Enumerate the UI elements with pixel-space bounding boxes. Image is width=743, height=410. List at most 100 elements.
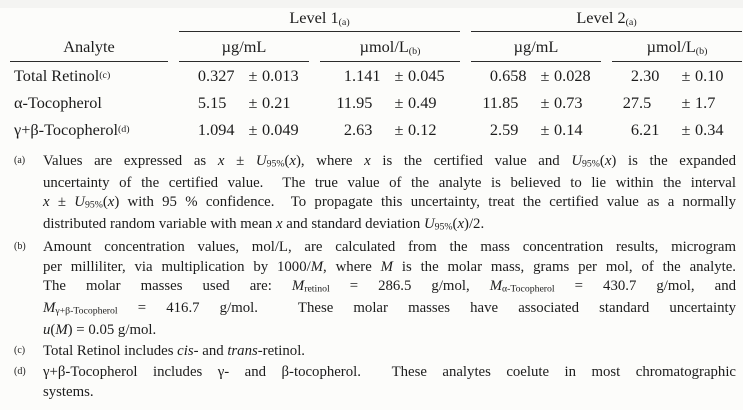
value-fraction-part: .85 bbox=[498, 92, 519, 112]
text-segment: ( bbox=[599, 153, 605, 169]
text-segment-sup: (d) bbox=[118, 124, 130, 135]
text-segment-i: U bbox=[255, 153, 267, 169]
document-page: Level 1 (a) Level 2 (a) Analyte µg/mL µmol/L (b… bbox=[0, 8, 743, 410]
footnote-text: γ+β-Tocopherol includes γ- and β-tocophe… bbox=[43, 363, 736, 402]
analyte-cell: α-Tocopherol bbox=[10, 89, 168, 116]
value-cell-content: 1.141 ±0.045 bbox=[326, 66, 454, 86]
text-segment-sup: (a) bbox=[625, 17, 637, 28]
text-segment-i: x bbox=[43, 194, 50, 211]
footnote-line: Total Retinol includes cis- and trans-re… bbox=[43, 342, 736, 361]
footnote-b: (b) Amount concentration values, mol/L, a… bbox=[14, 238, 736, 340]
value-fraction-part: .63 bbox=[352, 119, 373, 139]
value-cell-content: 11.95 ±0.49 bbox=[326, 93, 454, 113]
plus-minus-sign: ± bbox=[394, 65, 404, 85]
plus-minus-sign: ± bbox=[394, 119, 404, 139]
plus-minus-sign: ± bbox=[394, 92, 404, 112]
text-segment-i: M bbox=[380, 258, 393, 275]
value-cell: 11.95 ±0.49 bbox=[320, 89, 460, 116]
plus-minus-sign: ± bbox=[540, 65, 550, 85]
text-segment: ), where bbox=[295, 153, 365, 169]
plus-minus-sign: ± bbox=[248, 65, 258, 85]
footnote-line: Amount concentration values, mol/L, are … bbox=[43, 238, 736, 257]
text-segment-i: U bbox=[571, 153, 583, 169]
text-segment-i: x bbox=[289, 153, 296, 169]
text-segment: , where bbox=[323, 258, 381, 275]
text-segment: Level 1 bbox=[289, 8, 339, 27]
value-cell-content: 27.5 ±1.7 bbox=[613, 93, 741, 113]
value-cell: 2.59 ±0.14 bbox=[471, 116, 601, 143]
text-segment: γ+β-Tocopherol includes γ- and β-tocophe… bbox=[43, 364, 736, 381]
text-segment: µmol/L bbox=[359, 37, 409, 56]
footnote-c: (c) Total Retinol includes cis- and trans… bbox=[14, 342, 736, 361]
text-segment-sup: (b) bbox=[695, 46, 708, 57]
text-segment-i: U bbox=[423, 215, 435, 232]
uncertainty-value: 0.013 bbox=[262, 65, 299, 85]
text-segment-i: M bbox=[310, 258, 324, 275]
value-cell: 11.85 ±0.73 bbox=[471, 89, 601, 116]
text-segment-i: M bbox=[489, 278, 503, 295]
text-segment: ± bbox=[224, 153, 256, 169]
text-segment-sub: 95% bbox=[266, 158, 285, 170]
value-cell: 2.30 ±0.10 bbox=[612, 62, 742, 89]
plus-minus-sign: ± bbox=[540, 92, 550, 112]
column-group-header-level-1: Level 1 (a) bbox=[179, 8, 460, 32]
uncertainty-value: 0.34 bbox=[695, 119, 724, 139]
certified-values-table: Level 1 (a) Level 2 (a) Analyte µg/mL µmol/L (b… bbox=[10, 8, 742, 143]
text-segment: = 416.7 g/mol. These molar masses have a… bbox=[117, 299, 736, 316]
text-segment-sub: γ+β-Tocopherol bbox=[55, 305, 118, 317]
text-segment: Amount concentration values, mol/L, are … bbox=[43, 239, 736, 256]
text-segment-i: U bbox=[74, 194, 85, 211]
text-segment: ( bbox=[452, 215, 458, 232]
text-segment-sup: (b) bbox=[408, 46, 421, 57]
footnote-a: (a) Values are expressed as x ± U95%(x), … bbox=[14, 152, 736, 236]
value-fraction-part: .5 bbox=[639, 92, 652, 112]
uncertainty-value: 0.10 bbox=[695, 65, 724, 85]
footnote-line: per milliliter, via multiplication by 10… bbox=[43, 258, 736, 277]
text-segment-i: trans bbox=[227, 342, 258, 359]
footnote-line: γ+β-Tocopherol includes γ- and β-tocophe… bbox=[43, 363, 736, 382]
uncertainty-value: 0.73 bbox=[554, 92, 583, 112]
text-segment: systems. bbox=[43, 383, 94, 400]
text-segment: The molar masses used are: bbox=[43, 278, 292, 295]
value-integer-part: 2 bbox=[489, 119, 498, 139]
text-segment: distributed random variable with mean bbox=[43, 215, 276, 232]
value-cell-content: 6.21 ±0.34 bbox=[613, 120, 741, 140]
column-header-1: µg/mL bbox=[179, 32, 309, 62]
column-group-header-level-2: Level 2 (a) bbox=[471, 8, 742, 32]
footnote-marker: (d) bbox=[14, 366, 26, 378]
value-fraction-part: .094 bbox=[206, 119, 235, 139]
value-cell: 6.21 ±0.34 bbox=[612, 116, 742, 143]
text-segment: and bbox=[198, 342, 228, 359]
footnote-line: x ± U95%(x) with 95 % confidence. To pro… bbox=[43, 193, 736, 215]
uncertainty-value: 0.028 bbox=[554, 65, 591, 85]
text-segment-i: x bbox=[364, 153, 371, 169]
value-cell-content: 0.327 ±0.013 bbox=[180, 66, 308, 86]
footnote-line: The molar masses used are: Mretinol = 28… bbox=[43, 277, 736, 299]
column-header-3: µg/mL bbox=[471, 32, 601, 62]
text-segment-i: cis- bbox=[177, 342, 199, 359]
value-integer-part: 11 bbox=[336, 92, 352, 112]
value-cell: 1.141 ±0.045 bbox=[320, 62, 460, 89]
value-cell-content: 0.658 ±0.028 bbox=[472, 66, 600, 86]
value-integer-part: 6 bbox=[630, 119, 639, 139]
value-fraction-part: .327 bbox=[206, 65, 235, 85]
value-cell-content: 2.59 ±0.14 bbox=[472, 120, 600, 140]
value-cell: 0.327 ±0.013 bbox=[179, 62, 309, 89]
footnote-line: distributed random variable with mean x … bbox=[43, 215, 736, 237]
text-segment-i: x bbox=[217, 153, 225, 169]
text-segment: Level 2 bbox=[576, 8, 626, 27]
text-segment: ) = 0.05 g/mol. bbox=[67, 321, 157, 338]
text-segment-i: x bbox=[107, 194, 115, 211]
value-cell-content: 5.15 ±0.21 bbox=[180, 93, 308, 113]
footnote-line: systems. bbox=[43, 383, 736, 402]
analyte-cell: Total Retinol (c) bbox=[10, 62, 168, 89]
plus-minus-sign: ± bbox=[248, 119, 258, 139]
spacer-cell bbox=[10, 8, 168, 32]
footnote-marker: (b) bbox=[14, 241, 26, 253]
value-fraction-part: .59 bbox=[498, 119, 519, 139]
text-segment: ) is the expanded bbox=[611, 153, 736, 169]
uncertainty-value: 0.049 bbox=[262, 119, 299, 139]
text-segment: and standard deviation bbox=[282, 215, 424, 232]
text-segment-sub: 95% bbox=[434, 221, 453, 233]
value-cell-content: 11.85 ±0.73 bbox=[472, 93, 600, 113]
